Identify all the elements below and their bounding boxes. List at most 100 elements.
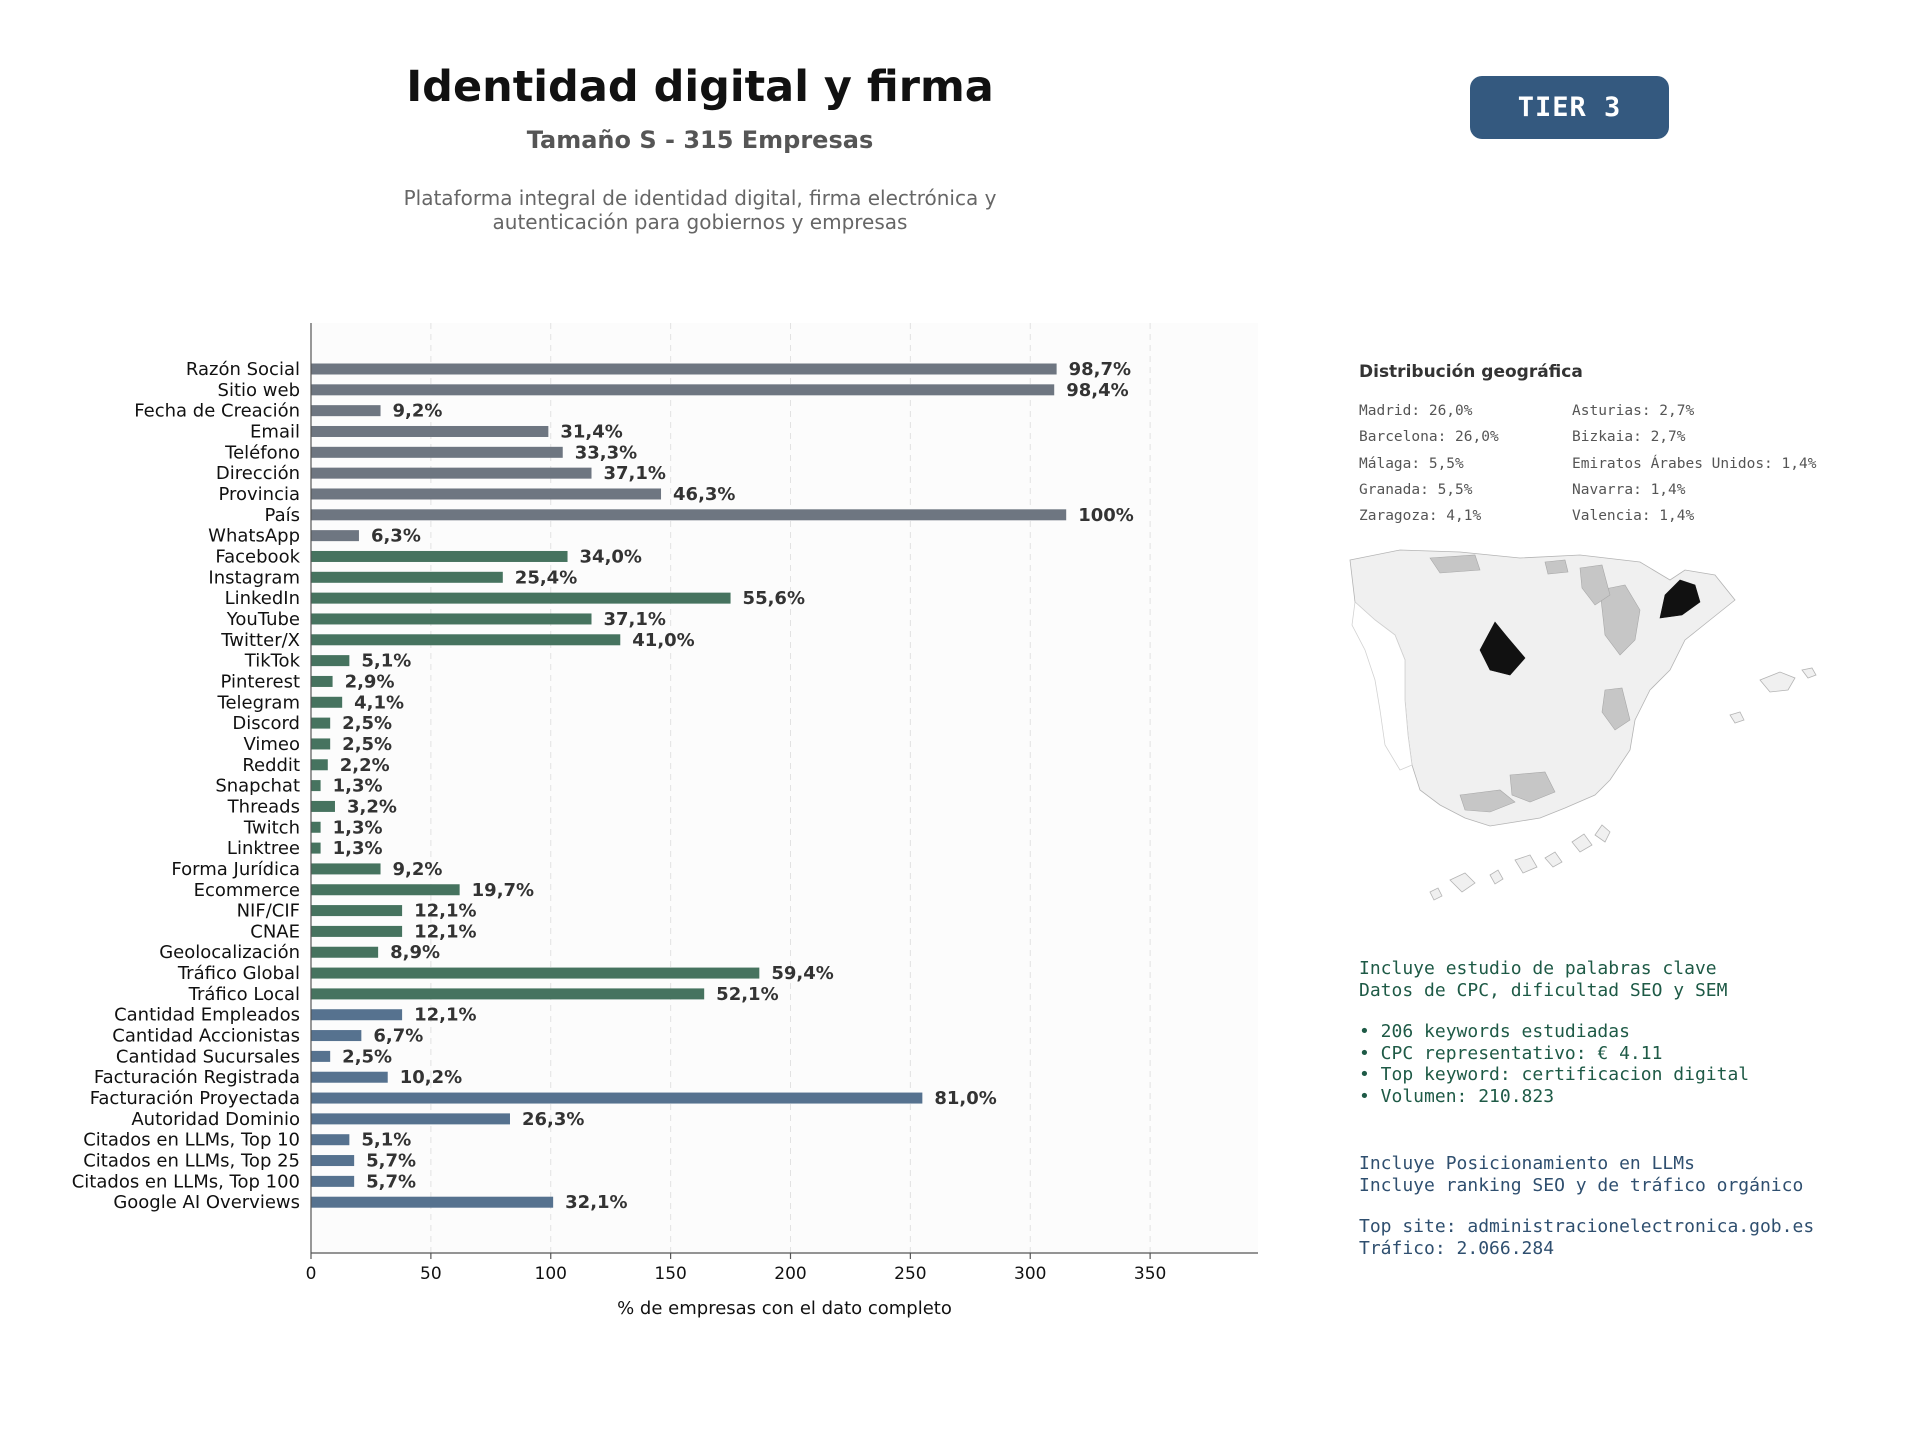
category-label: Geolocalización <box>159 942 300 963</box>
category-label: Facturación Registrada <box>94 1067 300 1088</box>
geo-list-left: Madrid: 26,0% Barcelona: 26,0% Málaga: 5… <box>1359 398 1499 529</box>
spain-map <box>1349 549 1817 901</box>
bar-chart: Razón Social 98,7% Sitio web 98,4% Fecha de … <box>72 323 1258 1319</box>
value-label: 4,1% <box>354 692 404 713</box>
bar <box>311 384 1055 396</box>
value-label: 5,1% <box>361 1130 411 1151</box>
category-label: Snapchat <box>215 776 300 797</box>
bar <box>311 842 321 854</box>
category-label: Provincia <box>218 484 300 505</box>
value-label: 5,1% <box>361 651 411 672</box>
value-label: 10,2% <box>400 1067 462 1088</box>
geo-list-right: Asturias: 2,7% Bizkaia: 2,7% Emiratos Ár… <box>1572 398 1816 529</box>
value-label: 1,3% <box>333 776 383 797</box>
value-label: 37,1% <box>604 609 666 630</box>
geo-entry: Asturias: 2,7% <box>1572 403 1695 419</box>
value-label: 100% <box>1078 505 1134 526</box>
bar <box>311 1050 331 1062</box>
map-region-bizkaia <box>1544 559 1569 575</box>
category-label: Threads <box>227 796 300 817</box>
map-region-valencia <box>1601 687 1631 731</box>
category-label: Teléfono <box>224 442 300 463</box>
value-label: 19,7% <box>472 880 534 901</box>
value-label: 12,1% <box>414 1005 476 1026</box>
bar <box>311 405 381 417</box>
bar <box>311 571 503 583</box>
category-label: Tráfico Local <box>188 984 300 1005</box>
llm-line: Incluye Posicionamiento en LLMs <box>1359 1153 1695 1174</box>
category-label: TikTok <box>244 651 301 672</box>
value-label: 9,2% <box>393 859 443 880</box>
value-label: 2,9% <box>345 671 395 692</box>
llm-line: Top site: administracionelectronica.gob.… <box>1359 1216 1815 1237</box>
value-label: 98,7% <box>1069 359 1131 380</box>
spacer <box>1359 1001 1749 1021</box>
category-label: Citados en LLMs, Top 25 <box>83 1151 300 1172</box>
value-label: 2,5% <box>342 734 392 755</box>
geo-title: Distribución geográfica <box>1359 362 1583 382</box>
value-label: 5,7% <box>366 1171 416 1192</box>
category-label: Twitter/X <box>220 630 300 651</box>
page-title: Identidad digital y firma <box>406 62 994 112</box>
x-tick-label: 100 <box>535 1264 567 1284</box>
category-label: País <box>265 505 300 526</box>
value-label: 33,3% <box>575 442 637 463</box>
map-region-granada <box>1509 771 1556 803</box>
bar <box>311 717 331 729</box>
bar <box>311 592 731 604</box>
value-label: 12,1% <box>414 921 476 942</box>
bar <box>311 967 760 979</box>
category-label: Fecha de Creación <box>134 401 300 422</box>
bar <box>311 446 563 458</box>
bar <box>311 759 328 771</box>
category-label: Forma Jurídica <box>171 859 300 880</box>
value-label: 55,6% <box>743 588 805 609</box>
value-label: 25,4% <box>515 567 577 588</box>
bar <box>311 800 335 812</box>
bar <box>311 613 592 625</box>
bar <box>311 675 333 687</box>
value-label: 34,0% <box>580 546 642 567</box>
category-label: Razón Social <box>186 359 300 380</box>
category-label: Discord <box>232 713 300 734</box>
value-label: 1,3% <box>333 838 383 859</box>
geo-entry: Madrid: 26,0% <box>1359 403 1473 419</box>
value-label: 46,3% <box>673 484 735 505</box>
geo-entry: Emiratos Árabes Unidos: 1,4% <box>1572 455 1817 472</box>
geo-entry: Granada: 5,5% <box>1359 481 1473 498</box>
category-label: WhatsApp <box>208 526 300 547</box>
value-label: 26,3% <box>522 1109 584 1130</box>
value-label: 32,1% <box>565 1192 627 1213</box>
category-label: LinkedIn <box>225 588 300 609</box>
x-tick-label: 200 <box>774 1264 806 1284</box>
keywords-line: • 206 keywords estudiadas <box>1359 1021 1630 1042</box>
value-label: 2,5% <box>342 713 392 734</box>
value-label: 2,2% <box>340 755 390 776</box>
description-line: autenticación para gobiernos y empresas <box>492 210 908 234</box>
value-label: 98,4% <box>1066 380 1128 401</box>
keywords-line: Incluye estudio de palabras clave <box>1359 958 1717 979</box>
keywords-line: • Volumen: 210.823 <box>1359 1085 1555 1107</box>
tier-badge: TIER 3 <box>1470 76 1669 139</box>
value-label: 6,3% <box>371 526 421 547</box>
category-label: Sitio web <box>218 380 300 401</box>
page-subtitle: Tamaño S - 315 Empresas <box>526 126 874 154</box>
x-tick-label: 300 <box>1014 1264 1046 1284</box>
llm-info: Incluye Posicionamiento en LLMs Incluye … <box>1359 1153 1814 1259</box>
geo-entry: Bizkaia: 2,7% <box>1572 429 1686 446</box>
bar <box>311 509 1067 521</box>
x-axis-title: % de empresas con el dato completo <box>617 1298 952 1319</box>
bar <box>311 821 321 833</box>
category-label: Cantidad Accionistas <box>112 1026 300 1047</box>
category-label: Instagram <box>208 567 300 588</box>
bar <box>311 780 321 792</box>
description-line: Plataforma integral de identidad digital… <box>403 186 997 210</box>
bar <box>311 925 403 937</box>
category-label: Telegram <box>217 692 300 713</box>
x-tick-label: 50 <box>420 1264 442 1284</box>
category-label: Facturación Proyectada <box>90 1088 300 1109</box>
keywords-line: • CPC representativo: € 4.11 <box>1359 1042 1663 1064</box>
bar <box>311 1175 355 1187</box>
value-label: 37,1% <box>604 463 666 484</box>
map-region-zaragoza <box>1599 584 1641 656</box>
